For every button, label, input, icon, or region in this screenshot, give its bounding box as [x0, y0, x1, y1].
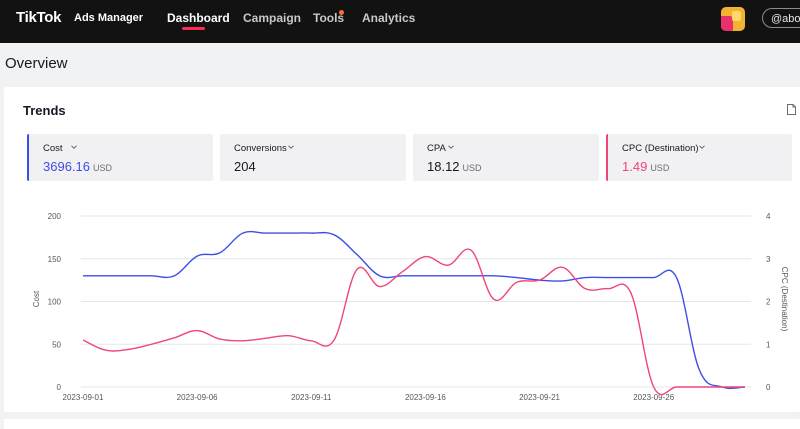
tools-notification-dot [339, 10, 344, 15]
trends-title: Trends [23, 103, 66, 118]
metric-value: 3696.16 USD [43, 159, 113, 174]
y-left-tick-label: 150 [48, 255, 62, 264]
tiktok-logo[interactable]: TikTok [16, 9, 62, 26]
metric-cpc-destination[interactable]: CPC (Destination) 1.49 USD [606, 134, 792, 181]
y-left-tick-label: 100 [48, 298, 62, 307]
chevron-down-icon [448, 145, 454, 149]
trends-card: Trends Cost 3696.16 USD Conversions 204 C… [4, 87, 800, 412]
series-line-cpc-destination [82, 248, 745, 396]
y-left-tick-label: 200 [48, 212, 62, 221]
metric-value: 18.12 USD [427, 159, 482, 174]
metric-value: 1.49 USD [622, 159, 670, 174]
metric-cpa[interactable]: CPA 18.12 USD [413, 134, 599, 181]
y-right-tick-label: 2 [766, 298, 771, 307]
chevron-down-icon [288, 145, 294, 149]
nav-analytics[interactable]: Analytics [362, 11, 416, 25]
nav-active-indicator [182, 27, 205, 30]
metric-conversions[interactable]: Conversions 204 [220, 134, 406, 181]
metric-label: Conversions [234, 143, 287, 154]
metric-label: CPA [427, 143, 446, 154]
nav-tools[interactable]: Tools [313, 11, 345, 25]
y-right-tick-label: 3 [766, 255, 771, 264]
y-left-tick-label: 0 [57, 383, 62, 392]
page-title: Overview [5, 55, 68, 72]
y-left-tick-label: 50 [52, 340, 61, 349]
y-right-tick-label: 4 [766, 212, 771, 221]
x-tick-label: 2023-09-01 [63, 393, 104, 402]
trends-line-chart: Cost CPC (Destination) 0 50 100 150 200 0 1 2 3 4… [32, 212, 789, 402]
top-navigation-bar: TikTok Ads Manager Dashboard Campaign To… [0, 0, 800, 43]
avatar-icon[interactable] [721, 7, 745, 31]
chevron-down-icon [699, 145, 705, 149]
series-line-cost [83, 230, 746, 390]
metric-value: 204 [234, 159, 256, 174]
account-selector[interactable]: @abog [762, 8, 800, 28]
next-card-edge [4, 419, 800, 429]
y-axis-left-title: Cost [32, 290, 41, 307]
y-axis-right-title: CPC (Destination) [780, 267, 789, 332]
metric-label: Cost [43, 143, 63, 154]
ads-manager-label: Ads Manager [74, 12, 144, 24]
x-tick-label: 2023-09-06 [177, 393, 218, 402]
nav-dashboard[interactable]: Dashboard [167, 11, 230, 25]
x-tick-label: 2023-09-16 [405, 393, 446, 402]
chevron-down-icon [71, 145, 77, 149]
metric-cost[interactable]: Cost 3696.16 USD [27, 134, 213, 181]
x-tick-label: 2023-09-26 [633, 393, 674, 402]
x-tick-label: 2023-09-21 [519, 393, 560, 402]
x-tick-label: 2023-09-11 [291, 393, 332, 402]
nav-campaign[interactable]: Campaign [243, 11, 302, 25]
y-right-tick-label: 0 [766, 383, 771, 392]
document-export-icon[interactable] [787, 104, 796, 115]
metric-label: CPC (Destination) [622, 143, 699, 154]
y-right-tick-label: 1 [766, 340, 771, 349]
